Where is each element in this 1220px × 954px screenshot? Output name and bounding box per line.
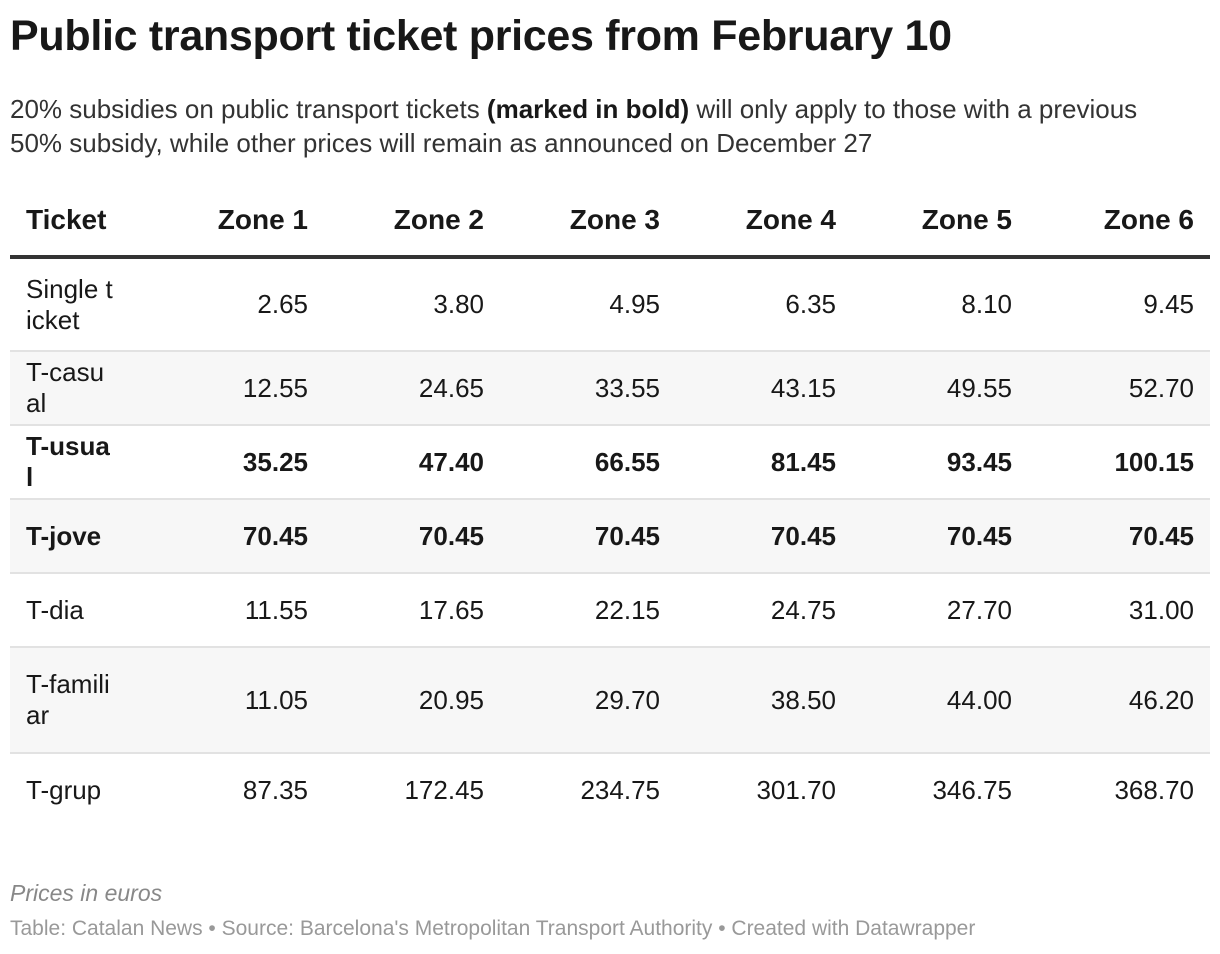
cell-zone-3-price: 70.45 — [500, 499, 676, 574]
cell-zone-1-price: 35.25 — [132, 425, 324, 500]
cell-zone-3-price: 29.70 — [500, 647, 676, 754]
cell-zone-6-price: 100.15 — [1028, 425, 1210, 500]
cell-zone-5-price: 49.55 — [852, 351, 1028, 426]
cell-zone-6-price: 9.45 — [1028, 257, 1210, 352]
table-body: Single ticket 2.65 3.80 4.95 6.35 8.10 9.45 T-c… — [10, 257, 1210, 827]
table-row: T-usual 35.25 47.40 66.55 81.45 93.45 100.15 — [10, 425, 1210, 500]
column-header-zone-4: Zone 4 — [676, 185, 852, 259]
cell-zone-4-price: 81.45 — [676, 425, 852, 500]
column-header-zone-1: Zone 1 — [132, 185, 324, 259]
table-row: T-casual 12.55 24.65 33.55 43.15 49.55 52.70 — [10, 351, 1210, 426]
table-row: T-familiar 11.05 20.95 29.70 38.50 44.00 46.20 — [10, 647, 1210, 754]
subtitle-text-end: will only apply to those with a previous… — [10, 94, 1138, 158]
cell-zone-5-price: 44.00 — [852, 647, 1028, 754]
cell-zone-5-price: 27.70 — [852, 573, 1028, 648]
cell-zone-3-price: 66.55 — [500, 425, 676, 500]
chart-container: Public transport ticket prices from Febr… — [10, 0, 1210, 940]
cell-zone-2-price: 20.95 — [324, 647, 500, 754]
cell-zone-1-price: 70.45 — [132, 499, 324, 574]
cell-ticket-name: T-grup — [10, 753, 132, 827]
table-source: Table: Catalan News • Source: Barcelona'… — [10, 917, 976, 940]
chart-title: Public transport ticket prices from Febr… — [10, 12, 952, 60]
cell-zone-5-price: 8.10 — [852, 257, 1028, 352]
price-table: Ticket Zone 1 Zone 2 Zone 3 Zone 4 Zone … — [10, 185, 1210, 827]
cell-ticket-name: T-usual — [10, 425, 132, 500]
cell-zone-2-price: 172.45 — [324, 753, 500, 827]
cell-zone-3-price: 33.55 — [500, 351, 676, 426]
cell-zone-2-price: 47.40 — [324, 425, 500, 500]
cell-ticket-name: T-jove — [10, 499, 132, 574]
cell-zone-6-price: 46.20 — [1028, 647, 1210, 754]
cell-zone-4-price: 301.70 — [676, 753, 852, 827]
table-row: T-dia 11.55 17.65 22.15 24.75 27.70 31.00 — [10, 573, 1210, 648]
cell-zone-1-price: 2.65 — [132, 257, 324, 352]
cell-zone-5-price: 70.45 — [852, 499, 1028, 574]
chart-subtitle: 20% subsidies on public transport ticket… — [10, 92, 1170, 160]
cell-zone-5-price: 346.75 — [852, 753, 1028, 827]
cell-zone-1-price: 11.05 — [132, 647, 324, 754]
cell-zone-2-price: 17.65 — [324, 573, 500, 648]
subtitle-bold-text: (marked in bold) — [486, 94, 690, 124]
cell-zone-3-price: 4.95 — [500, 257, 676, 352]
cell-zone-6-price: 368.70 — [1028, 753, 1210, 827]
table-row: Single ticket 2.65 3.80 4.95 6.35 8.10 9.45 — [10, 257, 1210, 352]
cell-zone-4-price: 38.50 — [676, 647, 852, 754]
cell-zone-6-price: 31.00 — [1028, 573, 1210, 648]
cell-zone-1-price: 12.55 — [132, 351, 324, 426]
cell-zone-4-price: 6.35 — [676, 257, 852, 352]
cell-ticket-name: T-casual — [10, 351, 132, 426]
cell-zone-3-price: 22.15 — [500, 573, 676, 648]
cell-zone-3-price: 234.75 — [500, 753, 676, 827]
cell-zone-6-price: 70.45 — [1028, 499, 1210, 574]
table-row: T-grup 87.35 172.45 234.75 301.70 346.75 368.7… — [10, 753, 1210, 827]
cell-ticket-name: Single ticket — [10, 257, 132, 352]
column-header-zone-3: Zone 3 — [500, 185, 676, 259]
cell-zone-2-price: 3.80 — [324, 257, 500, 352]
column-header-ticket: Ticket — [10, 185, 132, 259]
cell-zone-4-price: 43.15 — [676, 351, 852, 426]
subtitle-text-start: 20% subsidies on public transport ticket… — [10, 94, 487, 124]
cell-zone-2-price: 70.45 — [324, 499, 500, 574]
cell-zone-2-price: 24.65 — [324, 351, 500, 426]
cell-ticket-name: T-familiar — [10, 647, 132, 754]
cell-zone-6-price: 52.70 — [1028, 351, 1210, 426]
cell-zone-5-price: 93.45 — [852, 425, 1028, 500]
table-row: T-jove 70.45 70.45 70.45 70.45 70.45 70.45 — [10, 499, 1210, 574]
cell-zone-4-price: 24.75 — [676, 573, 852, 648]
table-notes: Prices in euros — [10, 880, 163, 906]
table-header-row: Ticket Zone 1 Zone 2 Zone 3 Zone 4 Zone … — [10, 185, 1210, 259]
cell-zone-1-price: 87.35 — [132, 753, 324, 827]
cell-zone-1-price: 11.55 — [132, 573, 324, 648]
column-header-zone-6: Zone 6 — [1028, 185, 1210, 259]
cell-ticket-name: T-dia — [10, 573, 132, 648]
column-header-zone-5: Zone 5 — [852, 185, 1028, 259]
cell-zone-4-price: 70.45 — [676, 499, 852, 574]
column-header-zone-2: Zone 2 — [324, 185, 500, 259]
